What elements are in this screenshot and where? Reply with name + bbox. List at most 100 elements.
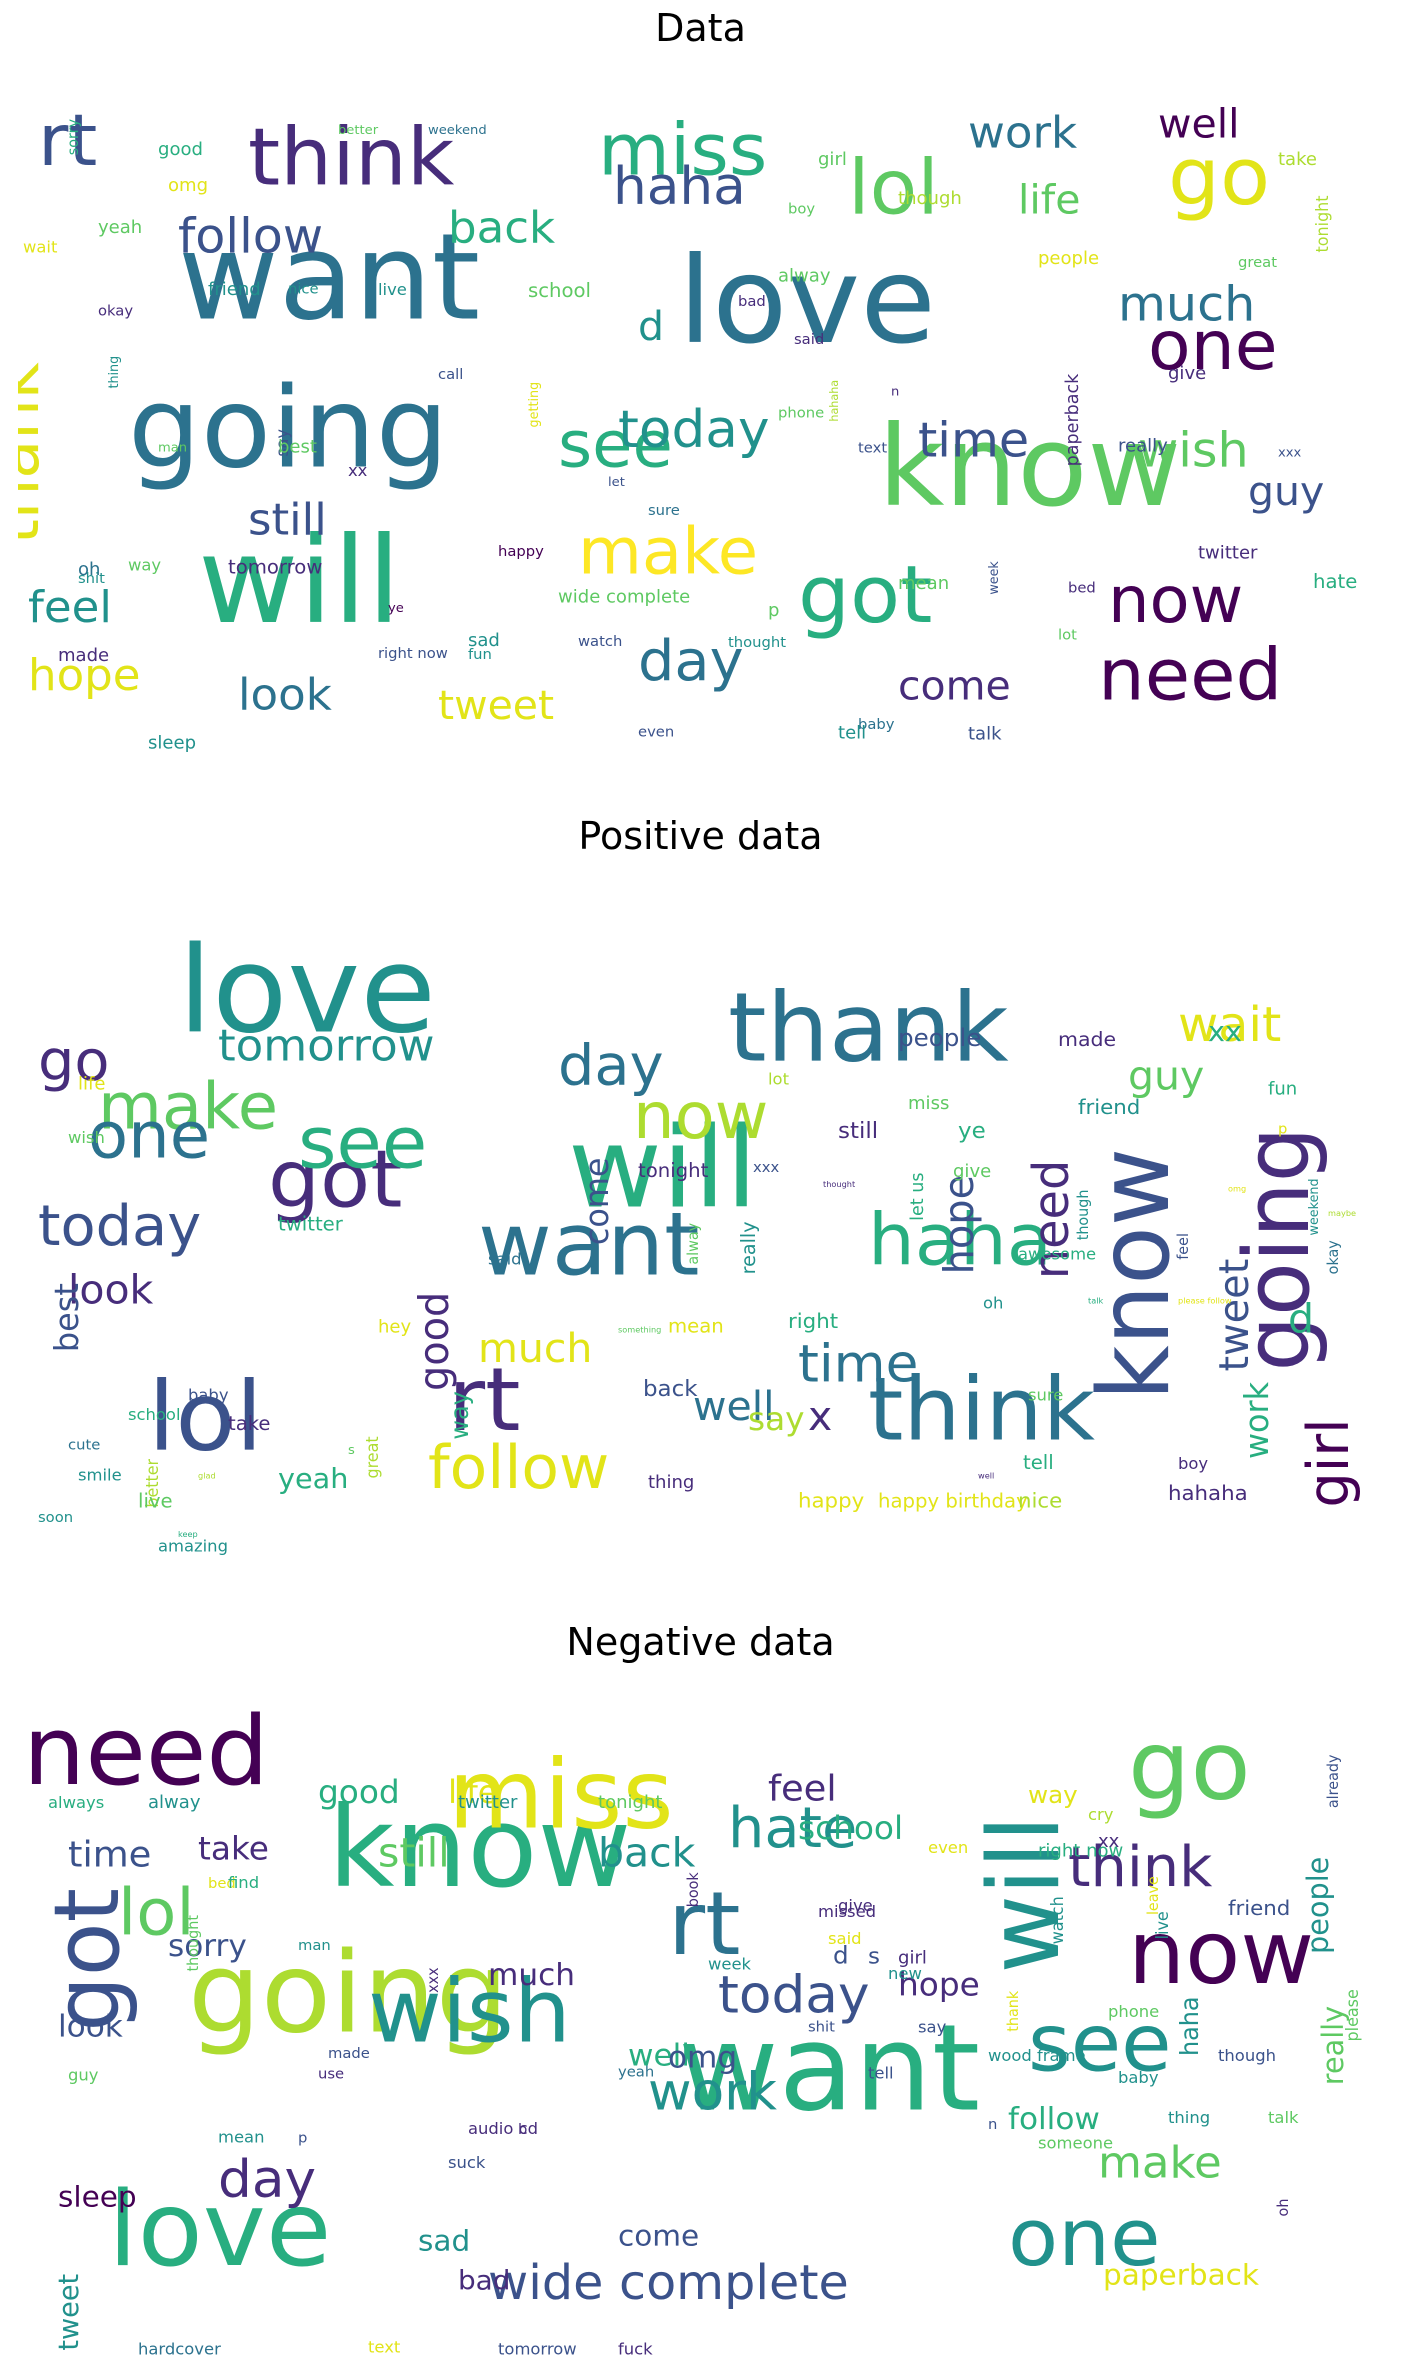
word-though: though <box>1218 2046 1276 2065</box>
word-school: school <box>128 1405 181 1424</box>
word-want: want <box>178 207 480 347</box>
word-xxx: xxx <box>1278 446 1302 461</box>
word-d: d <box>638 302 664 349</box>
word-thought: thought <box>185 1915 202 1972</box>
word-people: people <box>1038 248 1099 269</box>
word-hahaha: hahaha <box>827 380 841 422</box>
word-weekend: weekend <box>428 123 487 138</box>
word-think: think <box>1068 1835 1213 1900</box>
word-thank: thank <box>728 972 1009 1083</box>
word-tonight: tonight <box>598 1792 663 1813</box>
word-sleep: sleep <box>58 2180 137 2214</box>
word-back: back <box>448 203 555 253</box>
word-people: people <box>898 1023 981 1052</box>
word-please: please <box>1343 1989 1362 2041</box>
word-watch: watch <box>1048 1896 1067 1944</box>
word-week: week <box>708 1955 752 1974</box>
word-know: know <box>328 1782 631 1912</box>
word-call: call <box>438 366 463 383</box>
word-oh: oh <box>1275 2199 1292 2217</box>
word-say: say <box>748 1400 805 1437</box>
word-will: will <box>568 1103 758 1233</box>
word-use: use <box>318 2066 344 2083</box>
word-girl: girl <box>898 1948 927 1969</box>
word-want: want <box>478 1193 700 1296</box>
word-haha: haha <box>1175 1996 1204 2056</box>
word-rt: rt <box>38 99 97 183</box>
word-sure: sure <box>648 502 680 519</box>
word-people: people <box>1301 1857 1335 1954</box>
word-look: look <box>238 670 332 720</box>
word-will: will <box>198 510 401 650</box>
word-twitter: twitter <box>458 1792 518 1813</box>
word-hate: hate <box>728 1796 857 1861</box>
word-give: give <box>838 1896 873 1915</box>
word-glad: glad <box>198 1471 216 1481</box>
word-tomorrow: tomorrow <box>218 1021 435 1071</box>
word-now: now <box>1128 1901 1314 2004</box>
word-day: day <box>638 629 744 694</box>
word-haha: haha <box>868 1199 1052 1283</box>
word-watch: watch <box>578 633 622 650</box>
word-need: need <box>1023 1160 1080 1280</box>
word-man: man <box>158 441 187 456</box>
word-right-now: right now <box>1038 1841 1123 1862</box>
word-tweet: tweet <box>53 2274 85 2351</box>
word-well: well <box>628 2038 690 2073</box>
word-hope: hope <box>934 1175 983 1274</box>
word-wish: wish <box>68 1128 105 1147</box>
wordcloud-data: want love going know will got think miss lol go rt… <box>18 58 1364 758</box>
word-go: go <box>1128 1710 1251 1821</box>
word-thought: thought <box>728 634 786 651</box>
word-one: one <box>1008 2192 1161 2285</box>
word-live: live <box>378 280 407 299</box>
word-sorry: sorry <box>65 119 82 156</box>
word-lol: lol <box>148 1361 263 1472</box>
word-maybe: maybe <box>1328 1208 1356 1218</box>
word-much: much <box>488 1957 575 1992</box>
word-omg: omg <box>168 175 208 196</box>
word-let: let <box>608 475 625 490</box>
word-follow: follow <box>1008 2101 1100 2136</box>
word-bad: bad <box>458 2265 510 2297</box>
word-take: take <box>228 1412 271 1435</box>
word-best: best <box>48 1283 87 1352</box>
word-fun: fun <box>468 646 492 663</box>
word-nice: nice <box>288 280 319 297</box>
word-talk: talk <box>968 724 1002 745</box>
word-text: text <box>368 2338 400 2357</box>
word-work: work <box>968 108 1077 158</box>
word-tonight: tonight <box>638 1159 709 1182</box>
word-come: come <box>578 1157 617 1245</box>
word-xx: xx <box>348 461 368 480</box>
panel-title-positive: Positive data <box>578 814 823 858</box>
word-keep: keep <box>178 1529 198 1539</box>
word-always: always <box>48 1793 104 1812</box>
word-right: right <box>788 1308 838 1333</box>
word-man: man <box>298 1937 331 1954</box>
word-now: now <box>1108 564 1243 638</box>
word-tell: tell <box>868 2064 894 2083</box>
word-made: made <box>1058 1027 1116 1051</box>
word-need: need <box>23 1695 269 1806</box>
word-getting: getting <box>527 382 542 428</box>
word-said: said <box>794 331 824 348</box>
word-p: p <box>1278 1121 1287 1138</box>
word-phone: phone <box>1108 2002 1159 2021</box>
word-oh: oh <box>983 1294 1003 1313</box>
word-already: already <box>1325 1754 1342 1808</box>
word-rt: rt <box>448 1348 520 1451</box>
word-life: life <box>78 1074 105 1095</box>
word-friend: friend <box>1078 1094 1140 1119</box>
word-good: good <box>409 1292 458 1391</box>
word-soon: soon <box>38 1509 73 1526</box>
word-xx: xx <box>1208 1015 1242 1048</box>
word-well: well <box>693 1383 775 1430</box>
word-one: one <box>1148 307 1278 386</box>
word-bed: bed <box>208 1875 236 1892</box>
word-girl: girl <box>1295 1418 1362 1507</box>
word-best: best <box>278 437 317 458</box>
word-hate: hate <box>1313 570 1357 593</box>
word-tweet: tweet <box>438 682 554 729</box>
